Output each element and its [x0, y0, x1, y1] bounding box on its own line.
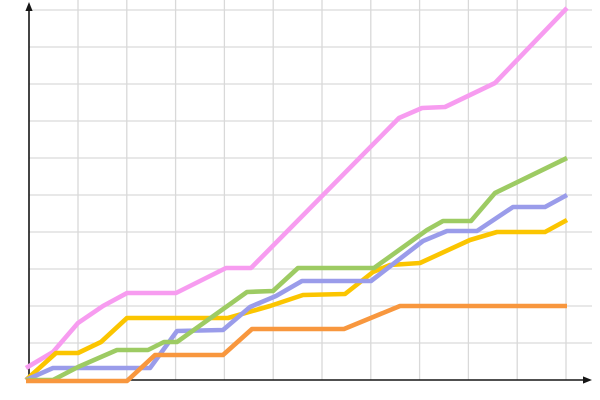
chart-series — [24, 6, 569, 384]
series-line-violet — [24, 6, 569, 370]
axes — [25, 2, 592, 384]
grid-lines — [29, 0, 592, 380]
series-line-green — [26, 155, 569, 383]
x-axis-arrow-icon — [583, 376, 592, 384]
series-line-gold — [24, 217, 569, 382]
y-axis-arrow-icon — [25, 2, 33, 11]
series-line-orange — [26, 303, 567, 384]
